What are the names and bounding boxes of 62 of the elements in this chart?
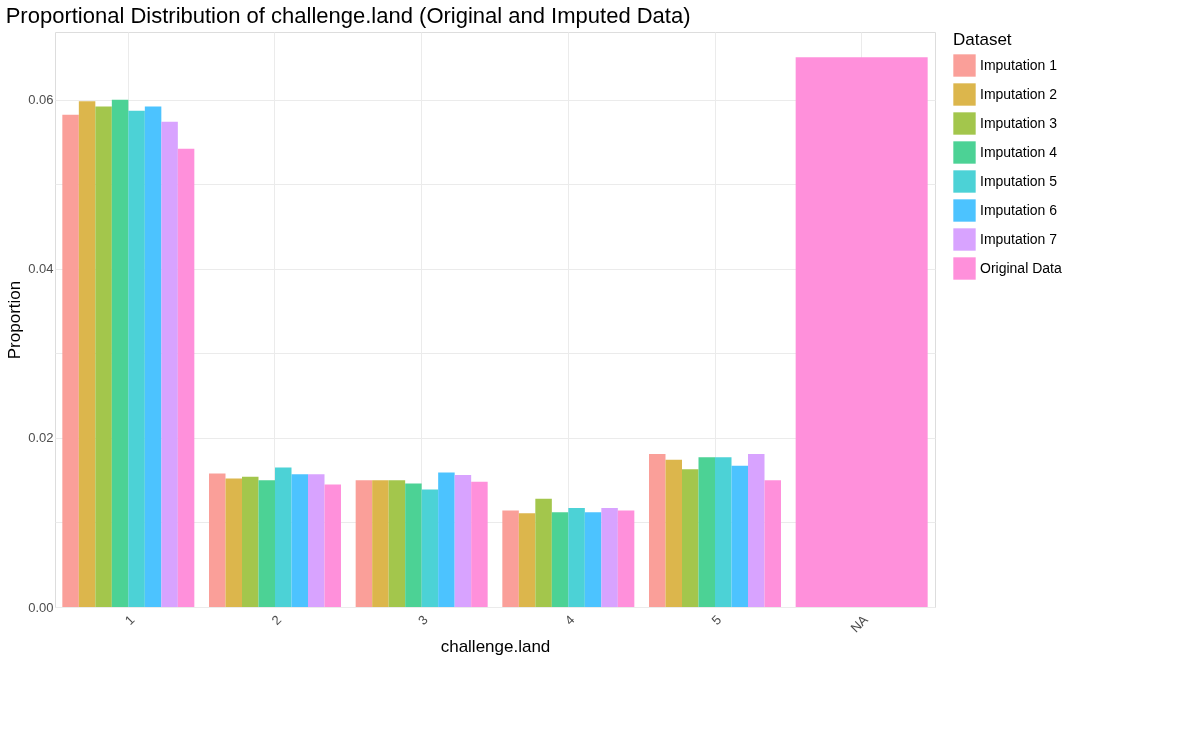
bar	[258, 480, 275, 607]
bar	[502, 510, 519, 607]
legend-label: Imputation 5	[980, 172, 1058, 189]
bar	[731, 465, 748, 607]
bar	[225, 478, 242, 607]
x-tick-label: 1	[121, 612, 138, 628]
bar	[308, 474, 325, 607]
chart-title: Proportional Distribution of challenge.land (Original and Imputed Data)	[5, 3, 691, 28]
bar	[95, 106, 112, 607]
bar	[764, 480, 781, 607]
bar	[454, 475, 472, 607]
legend-label: Original Data	[980, 259, 1062, 276]
bar	[144, 106, 162, 607]
bar	[78, 101, 96, 607]
bar	[421, 489, 439, 607]
x-tick-label: 5	[708, 612, 725, 628]
bar	[209, 473, 226, 607]
bar	[242, 476, 259, 607]
legend-label: Imputation 3	[980, 114, 1058, 131]
bar	[111, 99, 129, 607]
bar	[128, 110, 145, 607]
bar	[161, 121, 178, 607]
legend-label: Imputation 6	[980, 201, 1058, 218]
bar	[584, 512, 602, 607]
bar	[177, 148, 195, 607]
y-tick-label: 0.04	[28, 261, 54, 277]
bar	[748, 453, 765, 607]
bar	[518, 513, 536, 607]
bar	[535, 498, 552, 607]
bar	[568, 508, 585, 607]
bar	[372, 480, 389, 607]
bar	[715, 457, 732, 607]
x-tick-label: 4	[561, 612, 578, 628]
bar	[698, 457, 715, 607]
bar	[388, 480, 406, 607]
legend-label: Imputation 1	[980, 56, 1058, 73]
bar	[438, 472, 455, 607]
legend-label: Imputation 4	[980, 143, 1058, 160]
bar	[324, 484, 341, 607]
bar	[682, 469, 699, 607]
legend-title: Dataset	[953, 30, 1012, 49]
y-axis-title: Proportion	[5, 280, 25, 360]
bar	[405, 483, 422, 607]
x-tick-label: 3	[415, 612, 431, 628]
bar	[62, 114, 79, 607]
bar	[471, 481, 488, 607]
bar	[291, 474, 308, 607]
y-tick-label: 0.00	[28, 599, 54, 615]
x-tick-label: NA	[847, 611, 872, 636]
x-axis-title: challenge.land	[440, 637, 551, 657]
bar	[617, 510, 635, 607]
y-tick-label: 0.02	[28, 430, 54, 446]
bar	[551, 512, 569, 607]
bar	[649, 453, 666, 607]
legend-label: Imputation 7	[980, 230, 1058, 247]
bar	[665, 459, 682, 607]
y-tick-label: 0.06	[28, 92, 54, 108]
x-tick-label: 2	[268, 612, 285, 628]
bar	[275, 467, 292, 607]
legend-label: Imputation 2	[980, 85, 1058, 102]
bar	[601, 508, 618, 607]
bar	[355, 480, 373, 607]
